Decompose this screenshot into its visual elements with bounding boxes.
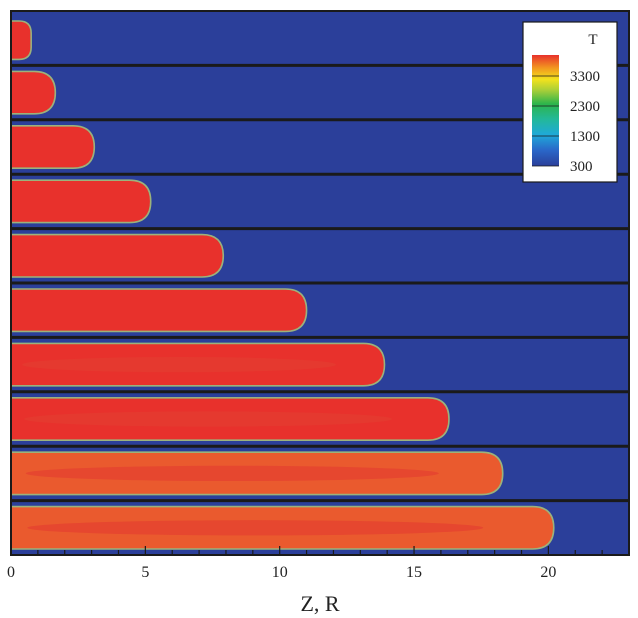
x-tick-label: 5 (141, 564, 149, 581)
legend-colorbar (532, 55, 559, 166)
hot-region (10, 288, 308, 333)
inner-contour (27, 520, 484, 536)
x-tick-label: 15 (406, 564, 422, 581)
legend-title: T (588, 32, 597, 48)
legend-tick-label: 2300 (570, 99, 600, 115)
x-tick-label: 10 (272, 564, 288, 581)
x-tick-label: 20 (540, 564, 556, 581)
hot-region (10, 179, 152, 224)
hot-region (10, 70, 57, 115)
inner-contour (22, 356, 336, 373)
hot-region (10, 20, 32, 61)
x-axis-title: Z, R (300, 591, 339, 616)
inner-contour (24, 411, 393, 427)
inner-contour (25, 465, 439, 482)
plot-frame (10, 10, 630, 556)
hot-region (10, 233, 225, 278)
x-tick-label: 0 (7, 564, 15, 581)
hot-region (10, 125, 96, 169)
temperature-legend: T 300 1300 2300 3300 (522, 21, 618, 183)
legend-ticks: 300 1300 2300 3300 (532, 69, 600, 175)
legend-tick-label: 300 (570, 159, 593, 175)
legend-tick-label: 3300 (570, 69, 600, 85)
x-axis: 0 5 10 15 20 (7, 546, 630, 581)
legend-tick-label: 1300 (570, 129, 600, 145)
